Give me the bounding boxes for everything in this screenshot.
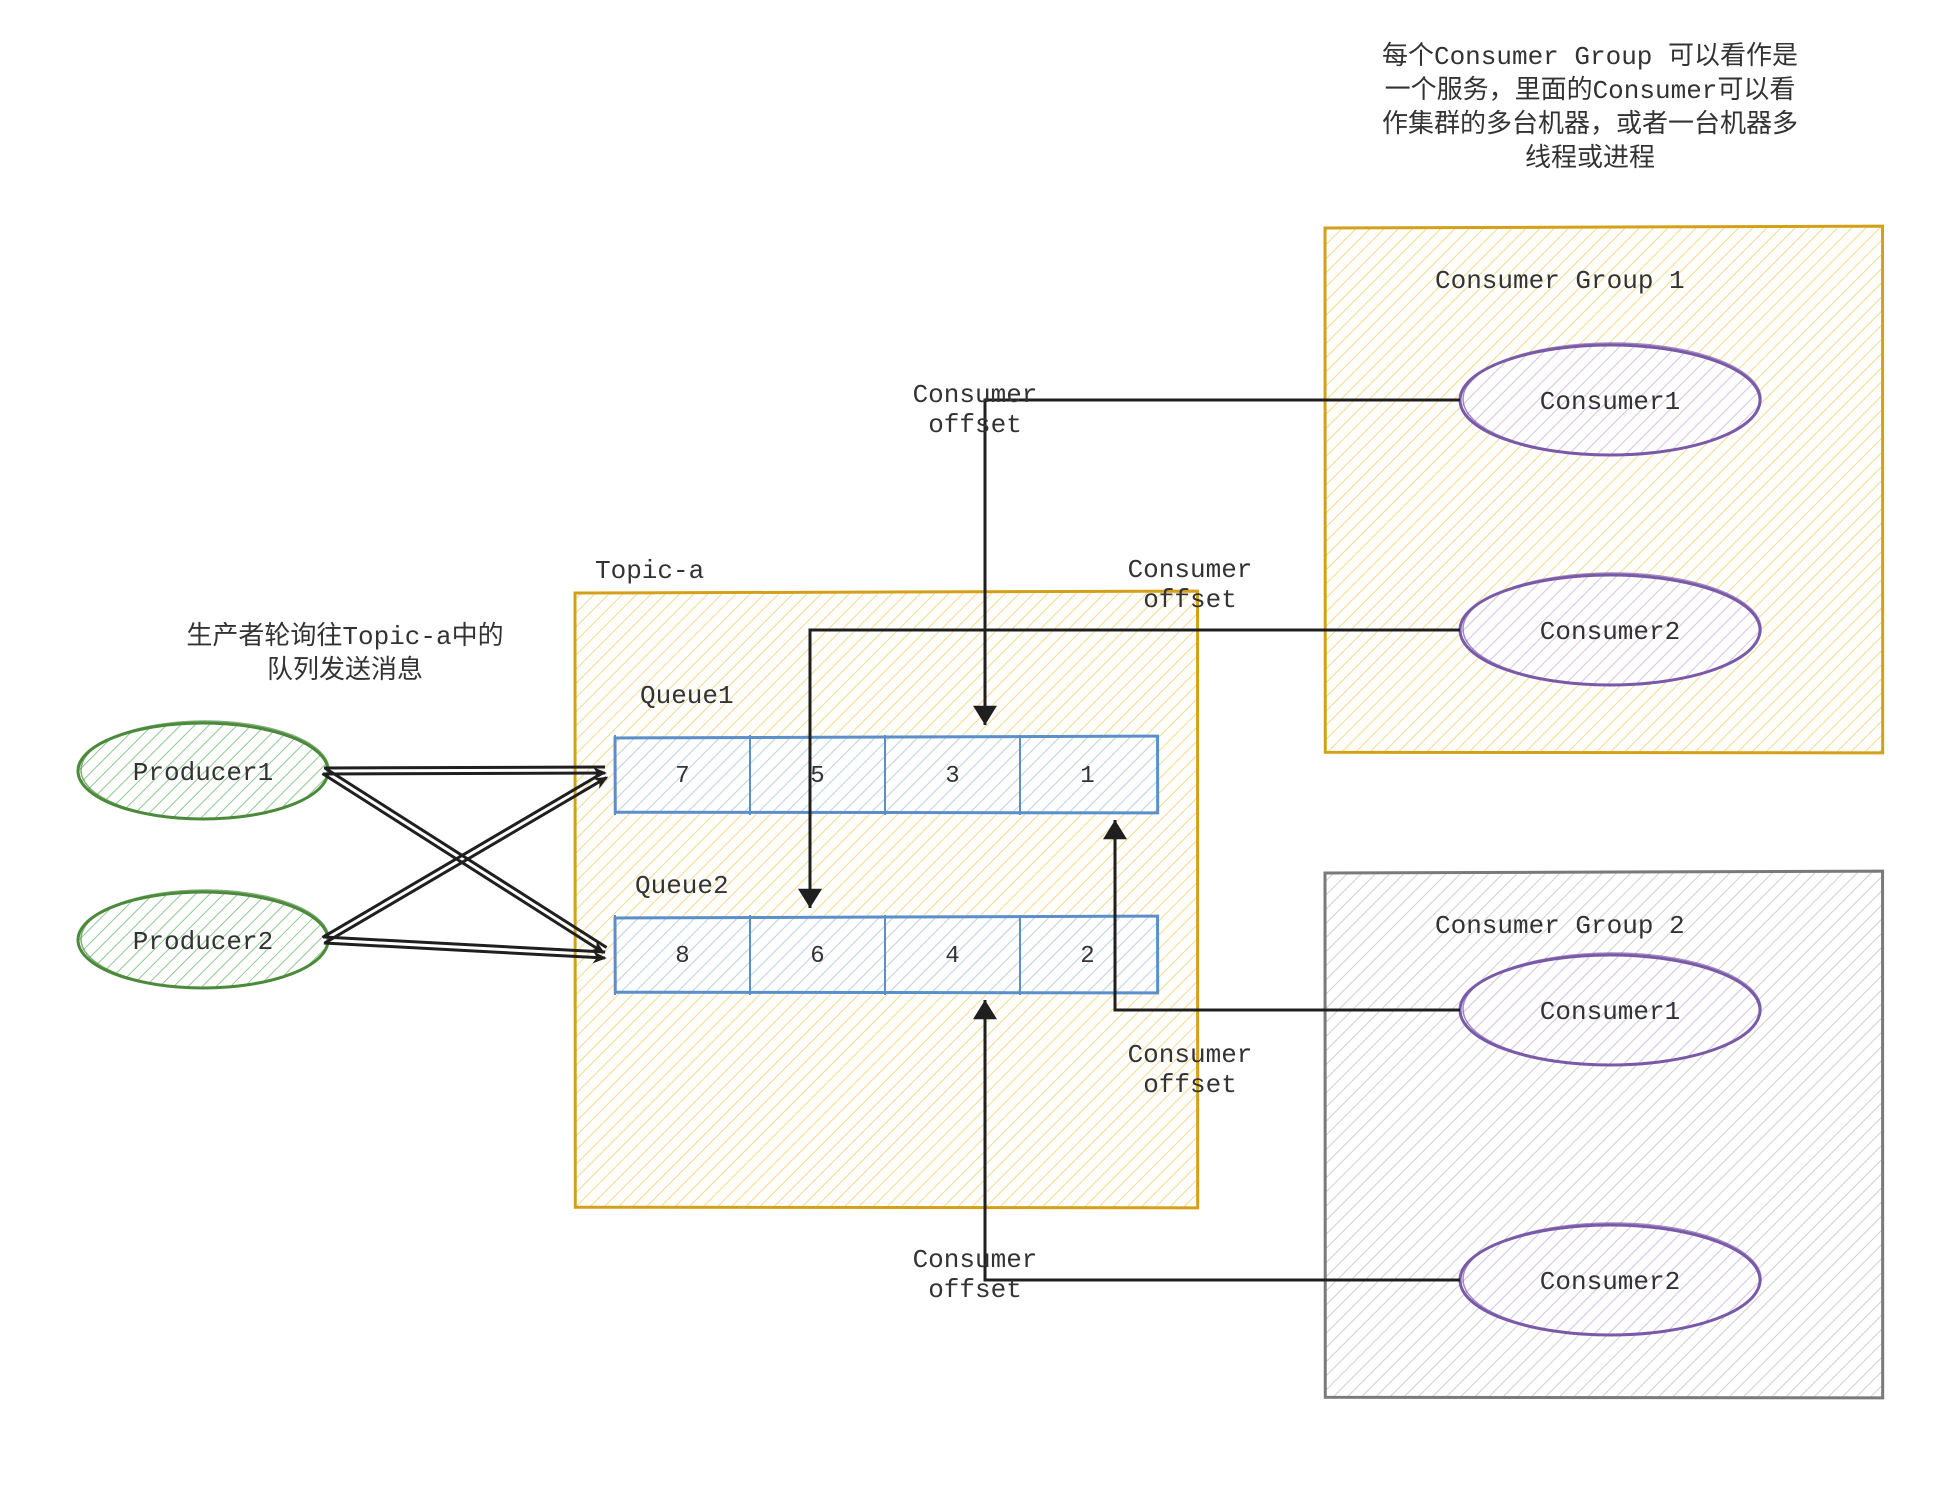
consumer-group-2-title: Consumer Group 2 [1435, 910, 1685, 942]
producer2-label: Producer2 [78, 926, 328, 958]
producers-note: 生产者轮询往Topic-a中的队列发送消息 [145, 620, 545, 688]
offset-label-2: Consumeroffset [1090, 555, 1290, 615]
consumer-group-note: 每个Consumer Group 可以看作是一个服务，里面的Consumer可以… [1330, 40, 1850, 176]
offset-label-4: Consumeroffset [875, 1245, 1075, 1305]
queue2-cell-0: 8 [663, 941, 703, 973]
queue2-title: Queue2 [635, 870, 729, 902]
queue1-cell-0: 7 [663, 761, 703, 793]
cg1-consumer2-label: Consumer2 [1480, 616, 1740, 648]
queue1-cell-2: 3 [933, 761, 973, 793]
queue1-cell-1: 5 [798, 761, 838, 793]
queue1-cell-3: 1 [1068, 761, 1108, 793]
topic-title: Topic-a [595, 555, 704, 587]
queue1-title: Queue1 [640, 680, 734, 712]
cg2-consumer1-label: Consumer1 [1480, 996, 1740, 1028]
consumer-group-1-title: Consumer Group 1 [1435, 265, 1685, 297]
offset-label-3: Consumeroffset [1090, 1040, 1290, 1100]
producer-arrow-0 [324, 773, 605, 774]
offset-label-1: Consumeroffset [875, 380, 1075, 440]
queue2-cell-1: 6 [798, 941, 838, 973]
queue2-cell-3: 2 [1068, 941, 1108, 973]
producer1-label: Producer1 [78, 757, 328, 789]
queue2-cell-2: 4 [933, 941, 973, 973]
cg1-consumer1-label: Consumer1 [1480, 386, 1740, 418]
cg2-consumer2-label: Consumer2 [1480, 1266, 1740, 1298]
